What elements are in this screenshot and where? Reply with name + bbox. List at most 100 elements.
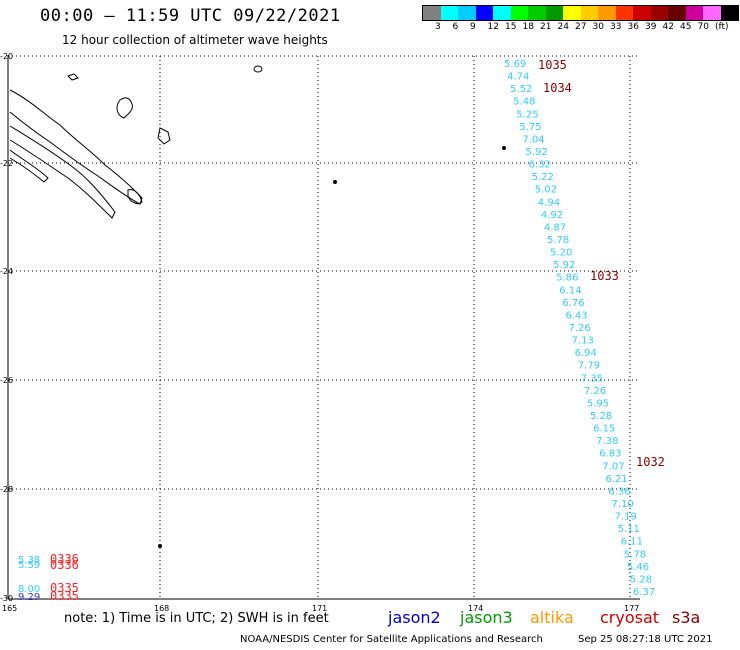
x-tick-label: 168 <box>154 604 169 613</box>
swh-value: 5.92 <box>553 260 575 271</box>
swh-value: 5.20 <box>550 248 572 259</box>
swh-value: 5.78 <box>624 549 646 560</box>
swh-value: 5.02 <box>535 185 557 196</box>
swh-value: 6.14 <box>559 285 581 296</box>
color-scale-label: 70 <box>697 22 709 32</box>
credit-line: NOAA/NESDIS Center for Satellite Applica… <box>240 634 543 645</box>
corner-time: 0336 <box>50 558 79 572</box>
color-swatch <box>475 6 493 20</box>
x-tick-label: 174 <box>468 604 483 613</box>
swh-value: 7.79 <box>578 361 600 372</box>
swh-value: 4.92 <box>541 210 563 221</box>
corner-time: 0336 <box>50 552 79 566</box>
color-swatch <box>685 6 703 20</box>
color-swatch <box>668 6 686 20</box>
color-scale-label: 24 <box>557 22 569 32</box>
swh-value: 5.86 <box>556 273 578 284</box>
units-note: note: 1) Time is in UTC; 2) SWH is in fe… <box>64 611 329 626</box>
color-swatch <box>615 6 633 20</box>
swh-value: 6.94 <box>575 348 597 359</box>
color-swatch <box>493 6 511 20</box>
corner-swh: 9.29 <box>18 592 40 603</box>
swh-value: 7.38 <box>596 436 618 447</box>
y-tick-label: -20 <box>0 52 13 61</box>
swh-value: 5.78 <box>547 235 569 246</box>
swh-value: 7.10 <box>612 499 634 510</box>
corner-time: 0335 <box>50 589 79 603</box>
swh-value: 5.69 <box>504 59 526 70</box>
corner-swh: 5.38 <box>18 555 40 566</box>
pass-time-labels: 1035 1034 1033 1032 <box>538 58 665 469</box>
swh-value: 7.07 <box>602 461 624 472</box>
satellite-label: jason2 <box>388 608 441 627</box>
swh-value: 5.46 <box>627 562 649 573</box>
satellite-label: altika <box>530 608 574 627</box>
coastline <box>9 65 506 548</box>
corner-swh: 8.00 <box>18 584 40 595</box>
swh-value: 5.92 <box>526 147 548 158</box>
y-tick-label: -30 <box>0 594 13 603</box>
color-scale-label: 45 <box>680 22 692 32</box>
grid-lines <box>8 55 640 598</box>
swh-value: 6.11 <box>621 537 643 548</box>
swh-value: 6.43 <box>565 310 587 321</box>
x-tick-label: 165 <box>2 604 17 613</box>
corner-time: 0335 <box>50 581 79 595</box>
swh-value: 5.95 <box>587 398 609 409</box>
pass-time: 1032 <box>636 455 665 469</box>
color-scale-label: (ft) <box>715 22 729 32</box>
color-swatch <box>720 6 738 20</box>
swh-value: 6.76 <box>562 298 584 309</box>
swh-value: 7.26 <box>584 386 606 397</box>
color-scale-label: 3 <box>435 22 441 32</box>
pass-time: 1035 <box>538 58 567 72</box>
pass-time: 1034 <box>543 81 572 95</box>
corner-swh: 5.59 <box>18 560 40 571</box>
color-scale-label: 21 <box>540 22 552 32</box>
color-scale-label: 33 <box>610 22 622 32</box>
x-tick-label: 177 <box>624 604 639 613</box>
swh-value: 4.94 <box>538 197 560 208</box>
swh-value: 7.04 <box>522 134 544 145</box>
color-swatch <box>423 6 441 20</box>
color-scale-label: 9 <box>470 22 476 32</box>
swh-value: 4.87 <box>544 222 566 233</box>
swh-value: 5.28 <box>590 411 612 422</box>
color-swatch <box>563 6 581 20</box>
swh-value: 6.32 <box>529 160 551 171</box>
swh-value: 7.26 <box>569 323 591 334</box>
color-scale-label: 27 <box>575 22 587 32</box>
swh-value: 4.74 <box>507 72 529 83</box>
swh-value: 7.35 <box>581 373 603 384</box>
color-scale-label: 39 <box>645 22 657 32</box>
color-scale-label: 18 <box>522 22 534 32</box>
color-swatch <box>650 6 668 20</box>
swh-value: 6.36 <box>608 486 630 497</box>
swh-value: 6.21 <box>605 474 627 485</box>
swh-value: 5.52 <box>510 84 532 95</box>
swh-value: 5.22 <box>532 172 554 183</box>
color-scale-bar <box>422 5 739 21</box>
pass-time: 1033 <box>590 269 619 283</box>
swh-value: 5.25 <box>516 109 538 120</box>
color-swatch <box>598 6 616 20</box>
color-swatch <box>545 6 563 20</box>
chart-title: 00:00 – 11:59 UTC 09/22/2021 <box>40 6 341 26</box>
altimeter-track: 5.69 4.745.52 5.485.25 5.757.04 5.92 6.325.22… <box>504 59 655 598</box>
color-swatch <box>458 6 476 20</box>
swh-value: 5.28 <box>630 574 652 585</box>
y-tick-label: -28 <box>0 485 13 494</box>
swh-value: 5.48 <box>513 97 535 108</box>
swh-value: 6.37 <box>633 587 655 598</box>
color-swatch <box>510 6 528 20</box>
color-swatch <box>703 6 721 20</box>
satellite-label: s3a <box>672 608 701 627</box>
x-tick-label: 171 <box>312 604 327 613</box>
map-frame <box>7 55 640 600</box>
axis-tick-labels: 165 168 171 174 177 -20 -22 -24 -26 -28 -30 <box>0 52 639 613</box>
color-scale-label: 6 <box>452 22 459 32</box>
satellite-label: jason3 <box>460 608 513 627</box>
y-tick-label: -26 <box>0 376 13 385</box>
